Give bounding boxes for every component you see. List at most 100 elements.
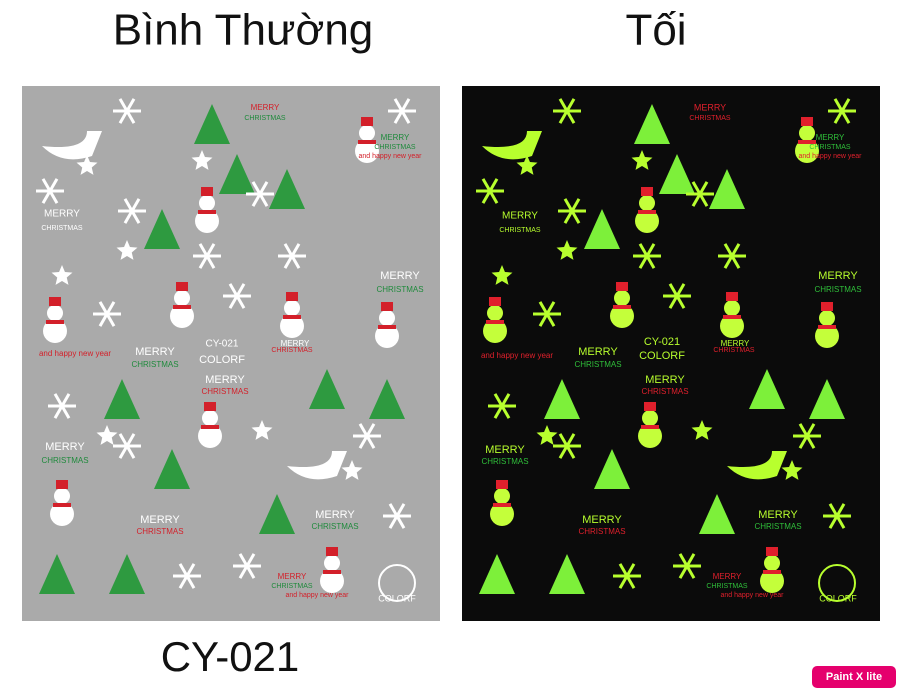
sleigh-sticker (727, 451, 787, 480)
snowman-scarf (198, 210, 216, 214)
tree-sticker (659, 154, 695, 194)
snowman-head (639, 195, 655, 211)
sticker-label: and happy new year (481, 351, 553, 360)
badge (812, 666, 896, 688)
sticker-label: MERRY (578, 346, 618, 358)
snowflake-sticker (178, 563, 196, 589)
sticker-label: CHRISTMAS (374, 144, 416, 151)
snowman-body (720, 314, 744, 338)
snowman-body (638, 424, 662, 448)
snowflake-sticker (283, 243, 301, 269)
sticker-label: MERRY (45, 441, 85, 453)
snowman-head (47, 305, 63, 321)
snowflake-sticker (638, 243, 656, 269)
snowflake-sticker (691, 181, 709, 207)
snowman-body (635, 209, 659, 233)
sticker-label: MERRY (816, 133, 845, 142)
snowman-body (43, 319, 67, 343)
sticker-label: MERRY (315, 509, 355, 521)
sticker-label: MERRY (381, 133, 410, 142)
snowman-body (483, 319, 507, 343)
sticker-label: CHRISTMAS (706, 583, 748, 590)
star-sticker (96, 425, 118, 445)
snowman-body (795, 139, 819, 163)
snowman-hat (766, 547, 778, 556)
snowman-body (198, 424, 222, 448)
snowman-hat (489, 297, 501, 306)
snowman-head (487, 305, 503, 321)
snowflake-sticker (251, 181, 269, 207)
snowman-hat (496, 480, 508, 489)
sticker-label: and happy new year (798, 153, 862, 160)
snowman-head (614, 290, 630, 306)
snowman-body (490, 502, 514, 526)
sticker-label: CHRISTMAS (578, 527, 625, 536)
snowflake-sticker (558, 98, 576, 124)
sticker-label: MERRY (818, 270, 858, 282)
sticker-label: CHRISTMAS (311, 522, 358, 531)
snowflake-sticker (41, 178, 59, 204)
tree-sticker (144, 209, 180, 249)
snowman-hat (381, 302, 393, 311)
sticker-label: CHRISTMAS (481, 457, 528, 466)
snowman-hat (286, 292, 298, 301)
sticker-label: MERRY (485, 444, 525, 456)
sticker-label: CHRISTMAS (271, 583, 313, 590)
snowman-body (280, 314, 304, 338)
sticker-label: MERRY (713, 572, 742, 581)
snowman-scarf (818, 325, 836, 329)
sticker-label: MERRY (721, 339, 750, 348)
snowman-head (174, 290, 190, 306)
snowman-hat (801, 117, 813, 126)
snowman-body (375, 324, 399, 348)
tree-sticker (479, 554, 515, 594)
sticker-label: MERRY (281, 339, 310, 348)
snowflake-sticker (558, 433, 576, 459)
snowman-hat (176, 282, 188, 291)
sticker-label: MERRY (135, 346, 175, 358)
star-sticker (536, 425, 558, 445)
tree-sticker (154, 449, 190, 489)
star-sticker (76, 155, 98, 175)
star-sticker (516, 155, 538, 175)
sticker-label: CHRISTMAS (41, 456, 88, 465)
snowman-head (54, 488, 70, 504)
sticker-label: CHRISTMAS (641, 387, 688, 396)
snowman-head (359, 125, 375, 141)
snowman-scarf (358, 140, 376, 144)
logo-ring (378, 564, 416, 602)
star-sticker (491, 265, 513, 285)
snowman-scarf (201, 425, 219, 429)
snowflake-sticker (668, 283, 686, 309)
sticker-label: CHRISTMAS (41, 225, 83, 232)
snowman-hat (326, 547, 338, 556)
sleigh-sticker (482, 131, 542, 160)
snowman-hat (201, 187, 213, 196)
tree-sticker (194, 104, 230, 144)
sticker-label: MERRY (278, 572, 307, 581)
snowflake-sticker (388, 503, 406, 529)
snowman-hat (726, 292, 738, 301)
sticker-label: and happy new year (720, 592, 784, 599)
snowflake-sticker (238, 553, 256, 579)
sticker-label: MERRY (251, 103, 280, 112)
snowflake-sticker (833, 98, 851, 124)
snowman-body (610, 304, 634, 328)
snowman-hat (641, 187, 653, 196)
snowflake-sticker (678, 553, 696, 579)
snowflake-sticker (723, 243, 741, 269)
snowman-scarf (283, 315, 301, 319)
snowman-scarf (173, 305, 191, 309)
snowflake-sticker (98, 301, 116, 327)
snowflake-sticker (828, 503, 846, 529)
snowflake-sticker (393, 98, 411, 124)
snowman-hat (616, 282, 628, 291)
sticker-label: MERRY (140, 514, 180, 526)
tree-sticker (109, 554, 145, 594)
tree-sticker (544, 379, 580, 419)
sticker-label: and happy new year (285, 592, 349, 599)
sticker-label: CHRISTMAS (814, 285, 861, 294)
left-title: Bình Thường (113, 6, 374, 55)
